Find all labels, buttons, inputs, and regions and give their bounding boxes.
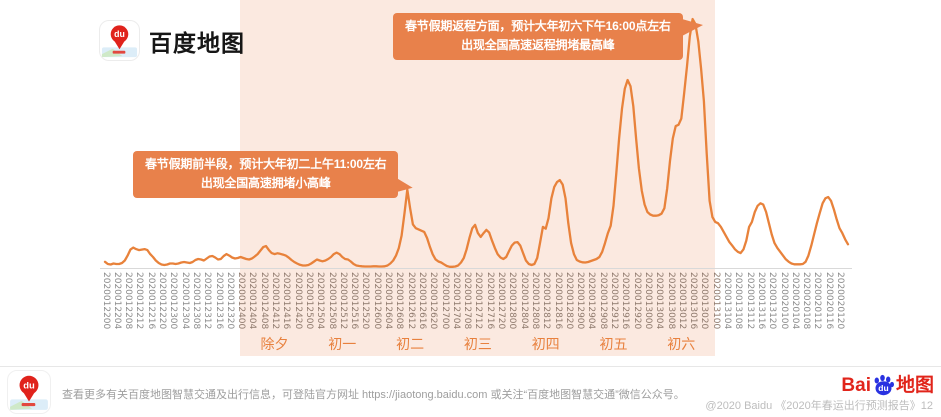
map-pin-icon: du [101,25,138,58]
baidu-logo-bai-text: Bai [841,374,871,396]
x-tick-label: 2020013120 [767,272,778,330]
callout-arrow-right-icon [681,19,703,36]
x-tick-label: 2020012700 [439,272,450,330]
x-tick-label: 2020012812 [541,272,552,330]
x-tick-label: 2020013004 [654,272,665,330]
x-tick-label: 2020012208 [123,272,134,330]
x-axis-day-label: 初三 [463,336,492,352]
x-tick-label: 2020013112 [744,272,755,330]
annotation-return-peak: 春节假期返程方面，预计大年初六下午16:00点左右 出现全国高速返程拥堵最高峰 [393,13,703,60]
x-tick-label: 2020012320 [224,272,235,330]
x-tick-label: 2020012912 [609,272,619,330]
x-tick-label: 2020012308 [190,272,201,330]
x-tick-label: 2020012220 [157,272,167,330]
x-tick-label: 2020012500 [303,272,314,330]
x-tick-label: 2020012612 [405,272,416,330]
x-tick-label: 2020020104 [789,272,800,330]
x-tick-label: 2020012200 [100,272,111,330]
app-logo: du 百度地图 [99,20,245,61]
x-tick-label: 2020013100 [710,272,721,330]
footer: du 查看更多有关百度地图智慧交通及出行信息，可登陆官方网址 https://j… [0,366,941,417]
baidu-maps-app-icon: du [99,20,140,61]
x-tick-label: 2020012512 [337,272,348,330]
x-axis-day-label: 初一 [328,336,357,352]
x-tick-label: 2020013008 [665,272,676,330]
x-tick-label: 2020012216 [145,272,156,330]
x-tick-label: 2020013012 [676,272,687,330]
x-tick-label: 2020012616 [416,272,427,330]
x-tick-label: 2020012620 [428,272,439,330]
x-axis-day-label: 初四 [531,336,560,352]
svg-text:du: du [23,380,35,391]
x-tick-label: 2020012600 [371,272,382,330]
x-tick-label: 2020013108 [733,272,744,330]
copyright-text: @2020 Baidu 《2020年春运出行预测报告》12 [705,400,933,412]
x-axis-day-label: 除夕 [260,336,289,352]
x-tick-label: 2020012420 [292,272,303,330]
annotation-early-peak-line2: 出现全国高速拥堵小高峰 [200,176,331,190]
footer-note: 查看更多有关百度地图智慧交通及出行信息，可登陆官方网址 https://jiao… [62,389,685,401]
x-tick-label: 2020013016 [688,272,699,330]
x-tick-label: 2020012716 [484,272,495,330]
x-tick-label: 2020012504 [315,272,326,330]
x-tick-label: 2020012520 [360,272,371,330]
x-tick-label: 2020012900 [575,272,586,330]
x-tick-label: 2020012312 [202,272,213,330]
baidu-maps-app-icon-footer: du [7,370,51,414]
x-tick-label: 2020012720 [496,272,506,330]
x-axis-day-label: 初五 [599,336,628,352]
annotation-return-peak-line1: 春节假期返程方面，预计大年初六下午16:00点左右 [405,19,671,33]
x-tick-label: 2020012820 [563,272,574,330]
x-tick-label: 2020012916 [620,272,631,330]
baidu-maps-logo: Bai du 地图 [841,374,934,397]
x-tick-label: 2020012400 [236,272,247,330]
x-tick-label: 2020012416 [281,272,292,330]
baidu-logo-ditu-text: 地图 [895,374,934,396]
x-tick-label: 2020020112 [812,272,823,330]
map-pin-icon: du [10,375,48,410]
x-tick-label: 2020020108 [801,272,812,330]
x-tick-label: 2020012800 [507,272,518,330]
annotation-return-peak-line2: 出现全国高速返程拥堵最高峰 [461,38,615,52]
x-tick-label: 2020012316 [213,272,224,330]
x-tick-label: 2020012300 [168,272,179,330]
x-tick-label: 2020020100 [778,272,789,330]
annotation-early-peak: 春节假期前半段，预计大年初二上午11:00左右 出现全国高速拥堵小高峰 [133,151,415,199]
x-tick-label: 2020012304 [179,272,190,330]
app-logo-text: 百度地图 [149,29,245,56]
x-tick-label: 2020012204 [111,272,122,330]
x-axis-day-label: 初六 [667,336,696,352]
x-tick-label: 2020012212 [134,272,145,330]
x-tick-label: 2020012808 [529,272,540,330]
x-tick-label: 2020012412 [270,272,280,330]
baidu-paw-icon: du [874,374,894,396]
svg-text:du: du [878,383,888,393]
x-tick-label: 2020012816 [552,272,563,330]
svg-text:du: du [114,29,125,39]
x-tick-label: 2020012712 [473,272,484,330]
x-tick-label: 2020012908 [597,272,608,330]
x-axis-day-label: 初二 [396,336,425,352]
x-tick-label: 2020012604 [383,272,393,330]
x-tick-label: 2020013020 [699,272,710,330]
x-tick-label: 2020012904 [586,272,597,330]
x-tick-label: 2020012404 [247,272,258,330]
x-tick-label: 2020013000 [642,272,653,330]
x-tick-label: 2020012704 [450,272,461,330]
x-tick-label: 2020012920 [631,272,642,330]
x-tick-label: 2020012608 [394,272,405,330]
x-tick-label: 2020012508 [326,272,337,330]
x-tick-label: 2020020116 [823,272,834,330]
annotation-early-peak-line1: 春节假期前半段，预计大年初二上午11:00左右 [145,157,387,171]
x-tick-label: 2020013104 [722,272,732,330]
x-tick-label: 2020012516 [349,272,360,330]
x-tick-label: 2020020120 [835,272,845,330]
x-tick-label: 2020012708 [462,272,473,330]
x-tick-label: 2020012408 [258,272,269,330]
x-tick-label: 2020013116 [755,272,766,330]
x-tick-label: 2020012804 [518,272,529,330]
